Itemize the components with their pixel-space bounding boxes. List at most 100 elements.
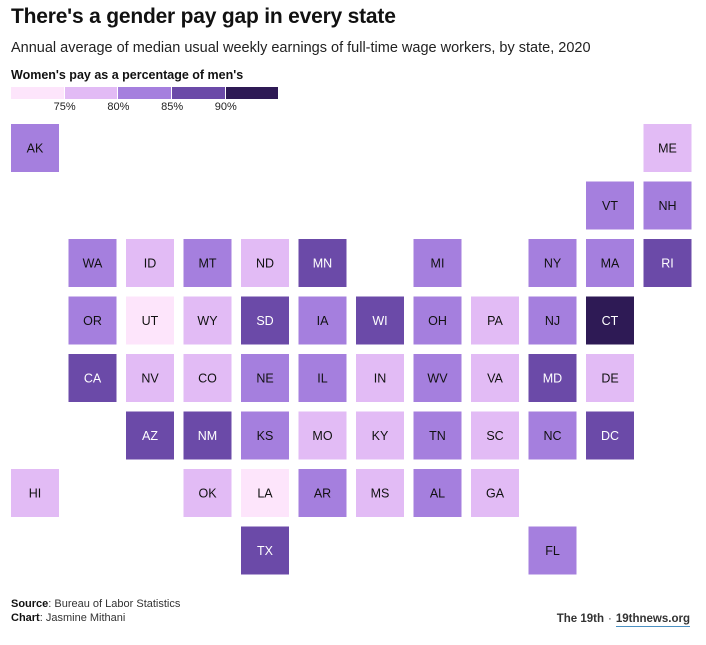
state-label: KY	[372, 429, 389, 443]
state-tile-rect	[183, 354, 232, 402]
state-tile-rect	[241, 354, 289, 402]
state-tile-tx: TX	[241, 526, 289, 575]
state-label: OH	[428, 314, 447, 328]
state-tile-rect	[586, 411, 634, 460]
chart-subtitle: Annual average of median usual weekly ea…	[11, 40, 591, 56]
state-tile-id: ID	[126, 239, 174, 287]
state-tile-rect	[356, 469, 404, 517]
state-tile-rect	[356, 296, 404, 345]
state-label: MN	[313, 257, 332, 271]
state-tile-rect	[241, 296, 289, 345]
state-label: OR	[83, 314, 102, 328]
state-label: CT	[602, 314, 619, 328]
state-label: VT	[602, 199, 618, 213]
state-tile-ne: NE	[241, 354, 289, 402]
state-tile-rect	[68, 354, 117, 402]
state-label: SD	[256, 314, 273, 328]
state-tile-rect	[413, 239, 462, 287]
state-tile-az: AZ	[126, 411, 174, 460]
state-tile-rect	[68, 239, 117, 287]
state-label: IN	[374, 372, 387, 386]
state-tile-rect	[298, 469, 347, 517]
brand-name: The 19th	[556, 613, 605, 625]
state-tile-md: MD	[528, 354, 577, 402]
state-label: NV	[141, 372, 159, 386]
state-tile-rect	[471, 296, 519, 345]
state-label: PA	[487, 314, 503, 328]
state-tile-wa: WA	[68, 239, 117, 287]
brand-separator: ·	[608, 613, 612, 625]
state-label: RI	[661, 257, 674, 271]
state-label: VA	[487, 372, 503, 386]
state-tile-rect	[68, 296, 117, 345]
state-tile-nh: NH	[643, 181, 692, 230]
state-label: TN	[429, 429, 446, 443]
state-tile-rect	[126, 354, 174, 402]
state-tile-rect	[298, 354, 347, 402]
legend-swatch-1	[11, 87, 64, 99]
state-label: OK	[198, 487, 217, 501]
state-tile-rect	[528, 296, 577, 345]
site-link[interactable]: 19thnews.org	[615, 613, 690, 627]
state-label: KS	[257, 429, 274, 443]
state-label: MT	[198, 257, 216, 271]
state-tile-rect	[586, 296, 634, 345]
state-tile-al: AL	[413, 469, 462, 517]
state-tile-me: ME	[643, 124, 692, 172]
state-tile-ms: MS	[356, 469, 404, 517]
state-tile-nd: ND	[241, 239, 289, 287]
legend-title: Women's pay as a percentage of men's	[11, 68, 244, 82]
state-tile-mo: MO	[298, 411, 347, 460]
state-tile-vt: VT	[586, 181, 634, 230]
state-tile-dc: DC	[586, 411, 634, 460]
state-label: UT	[142, 314, 159, 328]
legend-swatch-2	[64, 87, 118, 99]
state-tile-ky: KY	[356, 411, 404, 460]
state-tile-rect	[471, 354, 519, 402]
state-tile-mt: MT	[183, 239, 232, 287]
state-label: NM	[198, 429, 217, 443]
state-label: AL	[430, 487, 445, 501]
state-tile-rect	[126, 411, 174, 460]
state-label: ND	[256, 257, 274, 271]
state-label: TX	[257, 544, 274, 558]
state-label: HI	[29, 487, 42, 501]
state-label: ME	[658, 142, 677, 156]
state-label: MS	[371, 487, 390, 501]
state-label: MD	[543, 372, 562, 386]
state-tile-rect	[413, 411, 462, 460]
state-tile-ak: AK	[11, 124, 59, 172]
source-label: Source	[11, 598, 49, 610]
state-tile-ct: CT	[586, 296, 634, 345]
state-tile-rect	[298, 239, 347, 287]
state-label: AR	[314, 487, 331, 501]
state-tile-rect	[643, 239, 692, 287]
state-label: CO	[198, 372, 217, 386]
state-tile-nm: NM	[183, 411, 232, 460]
state-tile-rect	[643, 124, 692, 172]
state-tile-rect	[586, 181, 634, 230]
state-tile-ma: MA	[586, 239, 634, 287]
state-label: SC	[486, 429, 503, 443]
chart-credit-text: : Jasmine Mithani	[39, 612, 126, 624]
state-label: MI	[431, 257, 445, 271]
state-tile-ca: CA	[68, 354, 117, 402]
state-tile-la: LA	[241, 469, 289, 517]
state-tile-oh: OH	[413, 296, 462, 345]
chart-credit-label: Chart	[11, 612, 40, 624]
state-tile-rect	[183, 239, 232, 287]
state-tile-rect	[413, 354, 462, 402]
state-tile-rect	[356, 354, 404, 402]
state-tile-ks: KS	[241, 411, 289, 460]
legend-swatch-3	[118, 87, 172, 99]
state-label: WA	[83, 257, 103, 271]
state-tile-nv: NV	[126, 354, 174, 402]
state-tile-rect	[356, 411, 404, 460]
state-tile-ut: UT	[126, 296, 174, 345]
state-label: AZ	[142, 429, 158, 443]
state-tile-rect	[528, 354, 577, 402]
state-tile-rect	[528, 526, 577, 575]
state-tile-mn: MN	[298, 239, 347, 287]
state-tile-rect	[183, 411, 232, 460]
